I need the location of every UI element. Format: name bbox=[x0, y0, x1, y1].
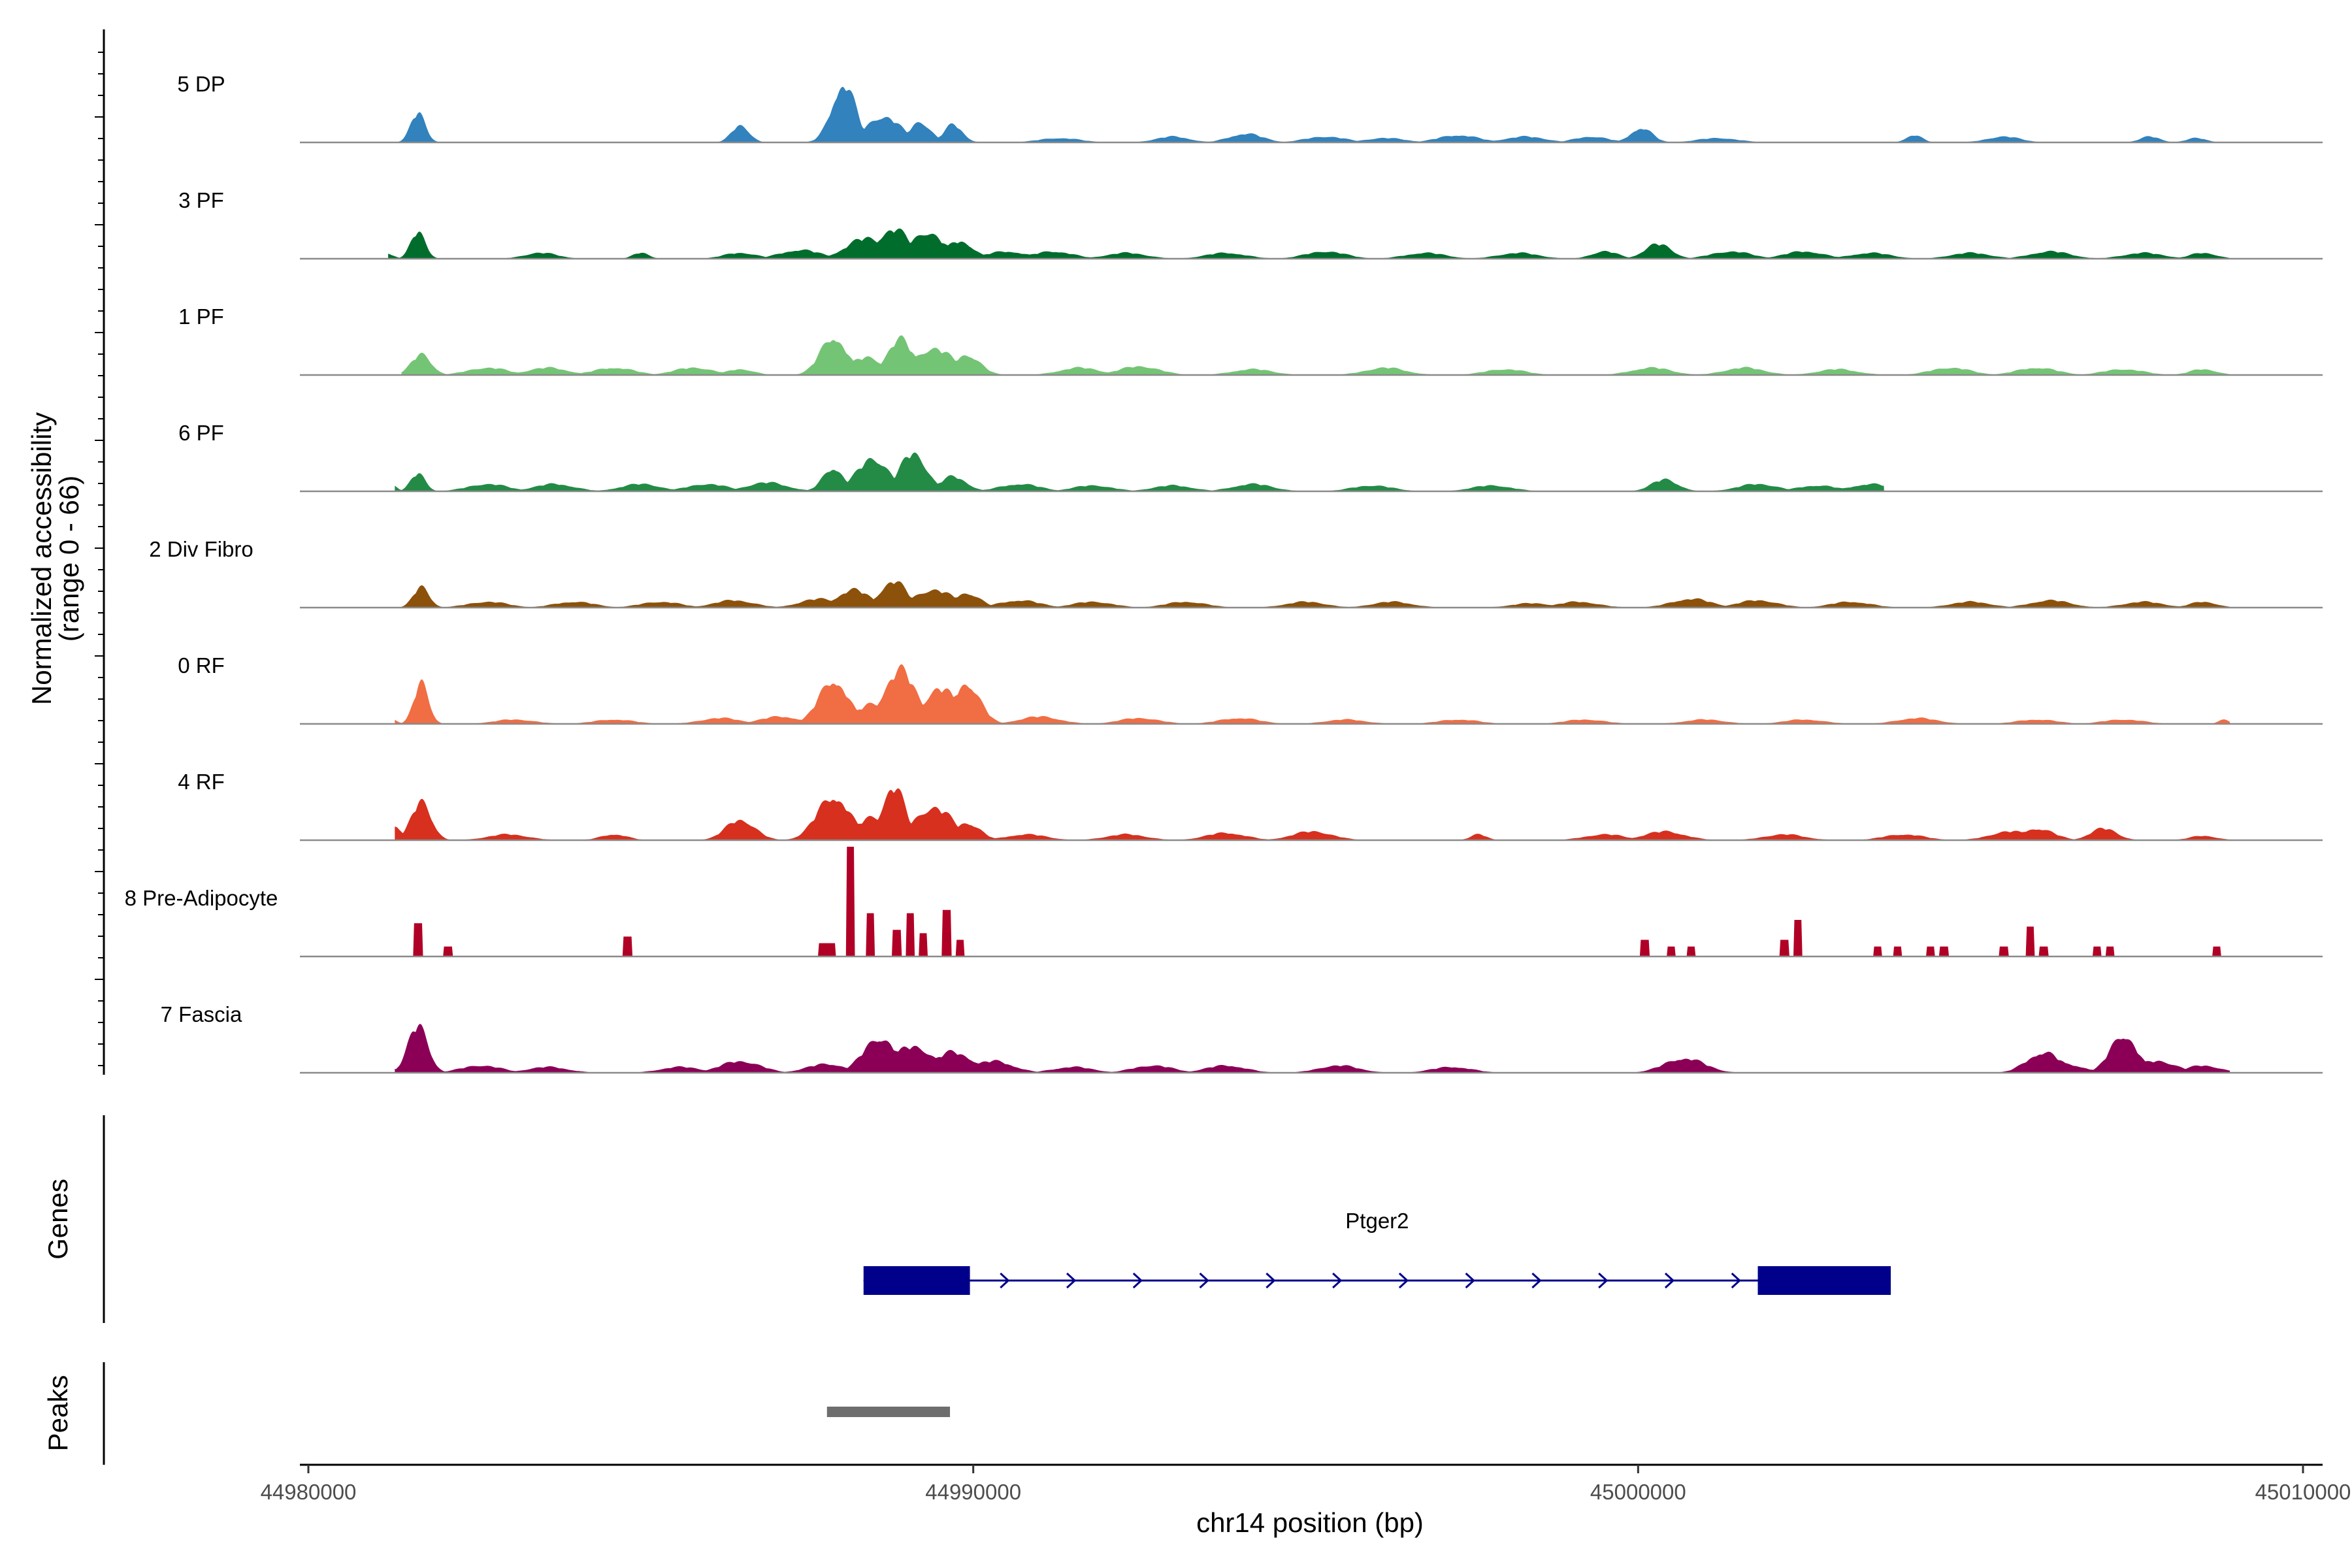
gene-track: Ptger2 bbox=[863, 1209, 1891, 1295]
track-3: 1 PF bbox=[178, 304, 2323, 376]
coverage-area bbox=[388, 228, 2230, 259]
track-label: 0 RF bbox=[178, 653, 225, 678]
strand-arrow bbox=[1332, 1272, 1343, 1289]
coverage-area bbox=[395, 788, 2230, 840]
track-label: 1 PF bbox=[178, 304, 224, 329]
x-tick-label: 45000000 bbox=[1590, 1480, 1686, 1504]
track-label: 3 PF bbox=[178, 188, 224, 212]
track-label: 7 Fascia bbox=[161, 1002, 242, 1026]
track-label: 2 Div Fibro bbox=[149, 537, 253, 561]
coverage-area bbox=[395, 86, 2223, 142]
strand-arrow bbox=[1266, 1272, 1276, 1289]
x-tick-label: 45010000 bbox=[2255, 1480, 2351, 1504]
track-6: 0 RF bbox=[178, 653, 2323, 725]
gene-model: Ptger2 bbox=[863, 1209, 1891, 1295]
gene-exon bbox=[1757, 1266, 1891, 1295]
coverage-area bbox=[395, 664, 2230, 724]
track-2: 3 PF bbox=[178, 188, 2323, 260]
track-label: 8 Pre-Adipocyte bbox=[125, 886, 278, 910]
gene-name: Ptger2 bbox=[1345, 1209, 1409, 1233]
track-7: 4 RF bbox=[178, 770, 2323, 841]
strand-arrow bbox=[1000, 1272, 1010, 1289]
x-tick-label: 44980000 bbox=[261, 1480, 357, 1504]
peaks-panel-label: Peaks bbox=[42, 1375, 73, 1452]
coverage-area bbox=[395, 1024, 2230, 1073]
track-label: 4 RF bbox=[178, 770, 225, 794]
strand-arrow bbox=[1598, 1272, 1609, 1289]
strand-arrow bbox=[1731, 1272, 1741, 1289]
y-axis-title-line2: (range 0 - 66) bbox=[54, 476, 84, 642]
peak-region bbox=[826, 1407, 951, 1417]
coverage-area bbox=[395, 581, 2230, 608]
track-8: 8 Pre-Adipocyte bbox=[125, 847, 2323, 958]
x-axis: 44980000 44990000 45000000 45010000 bbox=[261, 1465, 2351, 1504]
genes-panel-label: Genes bbox=[42, 1179, 73, 1260]
track-label: 6 PF bbox=[178, 421, 224, 445]
coverage-area bbox=[395, 452, 1884, 491]
peak-track bbox=[826, 1407, 951, 1417]
track-4: 6 PF bbox=[178, 421, 2323, 493]
strand-arrow bbox=[1531, 1272, 1542, 1289]
track-label: 5 DP bbox=[177, 72, 225, 96]
strand-arrow bbox=[1664, 1272, 1675, 1289]
x-tick-label: 44990000 bbox=[925, 1480, 1021, 1504]
x-axis-title: chr14 position (bp) bbox=[1196, 1507, 1424, 1538]
track-5: 2 Div Fibro bbox=[149, 537, 2323, 609]
gene-exon bbox=[863, 1266, 970, 1295]
track-9: 7 Fascia bbox=[161, 1002, 2323, 1074]
strand-arrow bbox=[1398, 1272, 1409, 1289]
strand-arrow bbox=[1132, 1272, 1143, 1289]
strand-arrow bbox=[1066, 1272, 1077, 1289]
coverage-y-axis bbox=[95, 29, 105, 1075]
strand-arrow bbox=[1465, 1272, 1475, 1289]
track-1: 5 DP bbox=[177, 72, 2323, 144]
strand-arrow bbox=[1199, 1272, 1209, 1289]
coverage-area bbox=[401, 335, 2230, 375]
coverage-tracks: 5 DP 3 PF 1 PF 6 PF 2 Div Fibro 0 RF 4 RF 8 Pre… bbox=[125, 72, 2323, 1074]
y-axis-title-line1: Normalized accessibility bbox=[26, 412, 57, 705]
